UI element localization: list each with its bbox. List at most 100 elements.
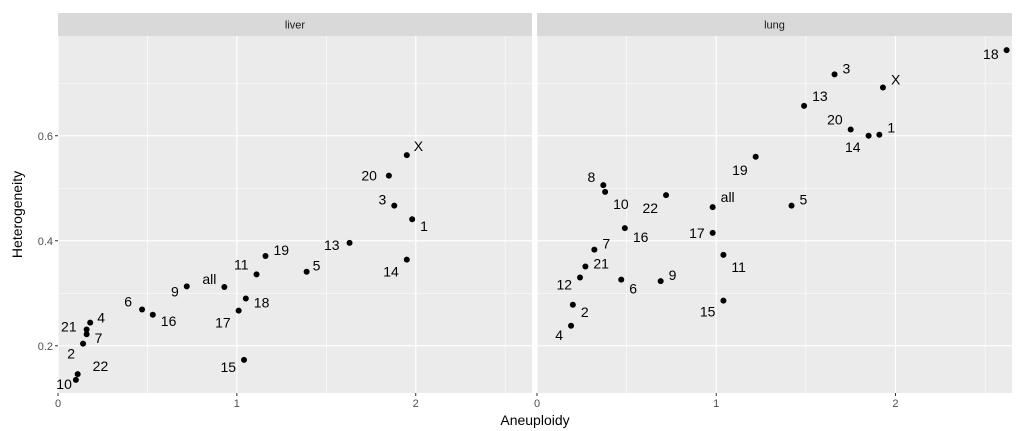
data-point <box>568 322 575 329</box>
data-point-label: 7 <box>95 330 103 346</box>
x-tick-label: 0 <box>55 398 61 410</box>
data-point-label: all <box>721 189 735 205</box>
data-point-label: all <box>202 271 216 287</box>
x-tick-label: 1 <box>234 398 240 410</box>
data-point <box>801 102 808 109</box>
facet-panel-lung: lung 18 3 X 13 20 1 14 19 8 10 22 all 5 17 16 7 11 21 12 6 9 1… <box>536 13 1012 393</box>
data-point-label: 20 <box>361 168 377 184</box>
panel-background <box>58 36 532 393</box>
panel-background <box>537 36 1012 393</box>
data-point-label: 21 <box>61 318 77 334</box>
data-point <box>879 84 886 91</box>
data-point <box>621 225 628 232</box>
data-point-label: 21 <box>593 255 609 271</box>
data-point <box>847 126 854 133</box>
data-point <box>74 371 81 378</box>
data-point-label: 10 <box>613 196 629 212</box>
data-point-label: 12 <box>556 277 572 293</box>
data-point <box>149 311 156 318</box>
facet-strip <box>537 13 1012 36</box>
data-point-label: 18 <box>254 295 270 311</box>
x-tick-label: 0 <box>534 398 540 410</box>
data-point-label: 3 <box>843 60 851 76</box>
data-point <box>876 131 883 138</box>
data-point-label: 6 <box>629 281 637 297</box>
data-point-label: 17 <box>689 225 705 241</box>
y-axis-title: Heterogeneity <box>9 171 25 258</box>
data-point-label: 13 <box>324 237 340 253</box>
data-point <box>865 132 872 139</box>
data-point-label: 3 <box>378 192 386 208</box>
data-point <box>831 71 838 78</box>
data-point <box>241 356 248 363</box>
data-point-label: 14 <box>845 139 861 155</box>
panels-layer: liverX2031131451911all918176161542172221… <box>56 13 1012 393</box>
data-point <box>385 172 392 179</box>
data-point-label: 17 <box>215 315 231 331</box>
data-point <box>752 153 759 160</box>
data-point <box>409 216 416 223</box>
data-point <box>346 239 353 246</box>
data-point-label: 22 <box>642 200 658 216</box>
data-point <box>83 331 90 338</box>
data-point-label: 4 <box>97 310 105 326</box>
data-point-label: 9 <box>171 283 179 299</box>
data-point-label: 20 <box>827 111 843 127</box>
y-tick-label: 0.6 <box>38 131 53 143</box>
data-point <box>569 301 576 308</box>
data-point <box>602 188 609 195</box>
data-point <box>663 192 670 199</box>
data-point-label: 2 <box>581 304 589 320</box>
data-point <box>591 246 598 253</box>
data-point <box>391 202 398 209</box>
data-point <box>221 283 228 290</box>
data-point-label: 6 <box>124 294 132 310</box>
data-point-label: 2 <box>67 346 75 362</box>
data-point-label: 18 <box>983 46 999 62</box>
data-point <box>80 340 87 347</box>
data-point-label: 16 <box>633 229 649 245</box>
x-axis-title: Aneuploidy <box>500 412 569 428</box>
data-point <box>720 251 727 258</box>
facet-strip-label: lung <box>764 20 785 32</box>
data-point <box>709 229 716 236</box>
data-point <box>303 268 310 275</box>
y-tick-label: 0.4 <box>38 236 53 248</box>
data-point <box>600 182 607 189</box>
data-point-label: 10 <box>56 376 72 392</box>
data-point <box>582 263 589 270</box>
data-point <box>183 283 190 290</box>
data-point <box>788 202 795 209</box>
x-tick-label: 2 <box>892 398 898 410</box>
facet-strip <box>58 13 532 36</box>
data-point-label: 19 <box>732 162 748 178</box>
data-point-label: 1 <box>887 120 895 136</box>
data-point <box>1003 47 1010 54</box>
data-point-label: X <box>414 138 424 154</box>
data-point-label: 19 <box>273 242 289 258</box>
data-point-label: 1 <box>420 218 428 234</box>
data-point-label: 16 <box>161 313 177 329</box>
data-point-label: 4 <box>555 327 563 343</box>
data-point <box>139 306 146 313</box>
data-point <box>253 271 260 278</box>
facet-strip-label: liver <box>285 20 306 32</box>
axes-layer: 0 1 2 0 1 20.20.40.6 <box>38 131 899 410</box>
x-tick-label: 2 <box>413 398 419 410</box>
data-point <box>83 326 90 333</box>
data-point-label: 5 <box>313 258 321 274</box>
data-point <box>657 278 664 285</box>
data-point <box>709 204 716 211</box>
data-point-label: 13 <box>812 88 828 104</box>
data-point-label: X <box>891 71 901 87</box>
data-point <box>618 276 625 283</box>
data-point-label: 5 <box>800 192 808 208</box>
data-point <box>403 152 410 159</box>
data-point-label: 15 <box>700 304 716 320</box>
data-point-label: 8 <box>588 169 596 185</box>
data-point-label: 14 <box>383 264 399 280</box>
data-point <box>242 295 249 302</box>
data-point <box>262 252 269 259</box>
data-point-label: 22 <box>93 358 109 374</box>
